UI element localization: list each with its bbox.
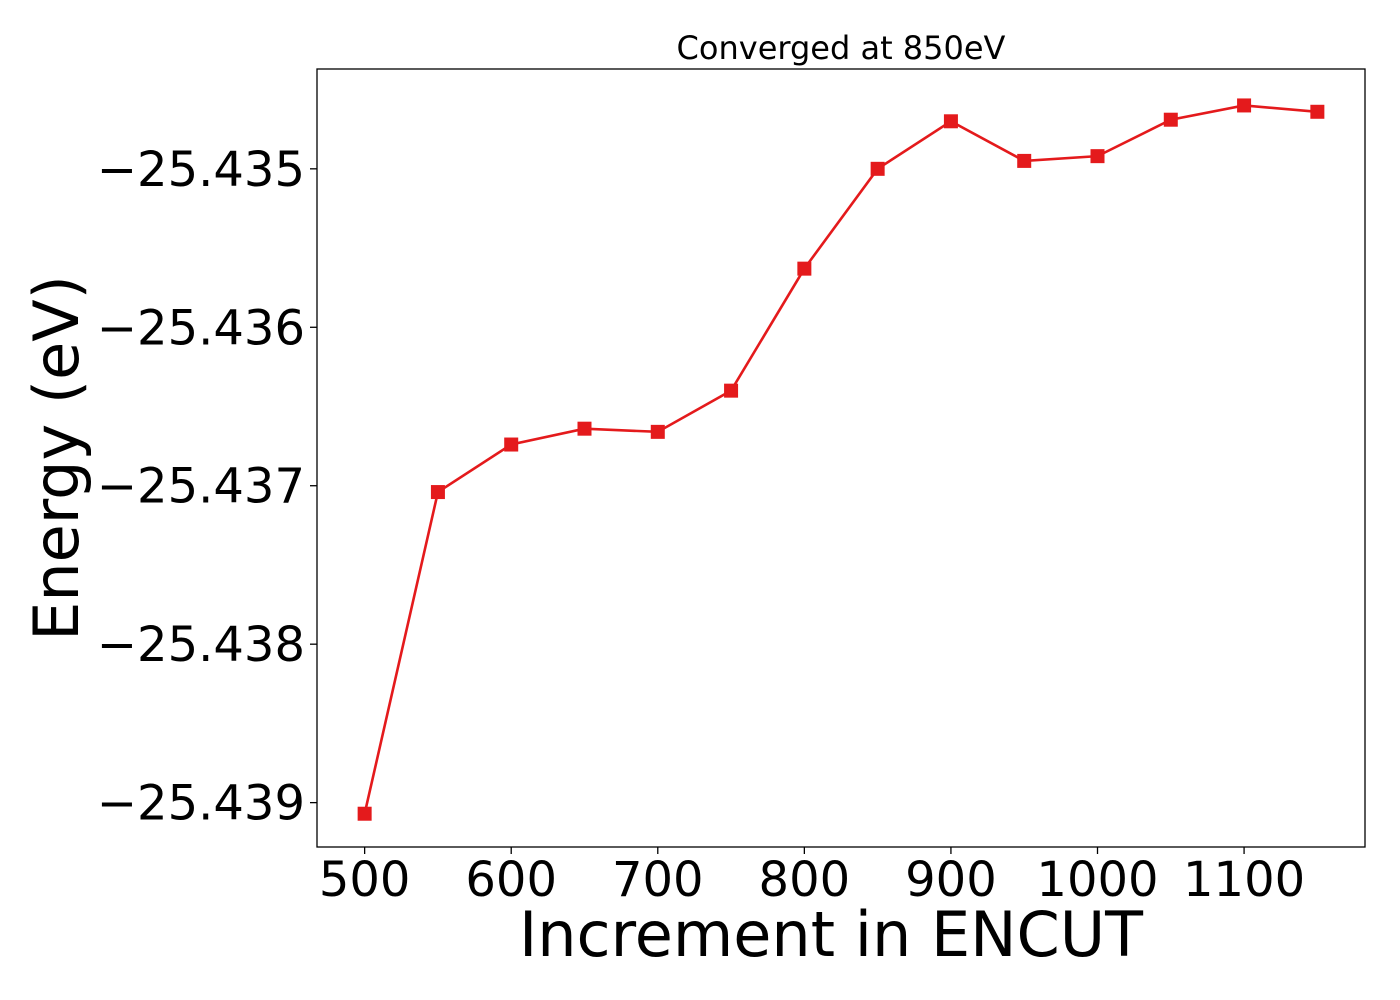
series-group	[357, 98, 1325, 821]
x-axis-label: Increment in ENCUT	[519, 898, 1144, 971]
y-axis: −25.439 −25.438 −25.437 −25.436 −25.435	[97, 142, 317, 832]
x-tick-label: 1000	[1036, 852, 1158, 908]
y-tick-label: −25.438	[97, 617, 305, 673]
data-point	[943, 114, 958, 129]
data-point	[357, 806, 372, 821]
data-point	[1237, 98, 1252, 113]
y-tick-label: −25.439	[97, 776, 305, 832]
data-point	[797, 261, 812, 276]
x-tick-label: 700	[612, 852, 704, 908]
data-point	[577, 421, 592, 436]
x-tick-label: 500	[319, 852, 411, 908]
data-point	[724, 383, 739, 398]
data-point	[870, 161, 885, 176]
y-tick-label: −25.435	[97, 142, 305, 198]
x-tick-label: 800	[759, 852, 851, 908]
data-point	[1163, 112, 1178, 127]
y-axis-label: Energy (eV)	[20, 275, 93, 641]
y-tick-label: −25.437	[97, 459, 305, 515]
data-point	[1090, 149, 1105, 164]
y-tick-label: −25.436	[97, 300, 305, 356]
x-tick-label: 600	[465, 852, 557, 908]
series-line	[363, 104, 1318, 815]
data-point	[1310, 104, 1325, 119]
x-tick-label: 900	[905, 852, 997, 908]
x-axis: 500 600 700 800 900 1000 1100	[319, 847, 1305, 908]
data-point	[650, 424, 665, 439]
chart-title: Converged at 850eV	[677, 29, 1006, 67]
plot-background	[316, 68, 1366, 848]
x-tick-label: 1100	[1183, 852, 1305, 908]
data-point	[430, 485, 445, 500]
data-point	[504, 437, 519, 452]
data-point	[1017, 153, 1032, 168]
